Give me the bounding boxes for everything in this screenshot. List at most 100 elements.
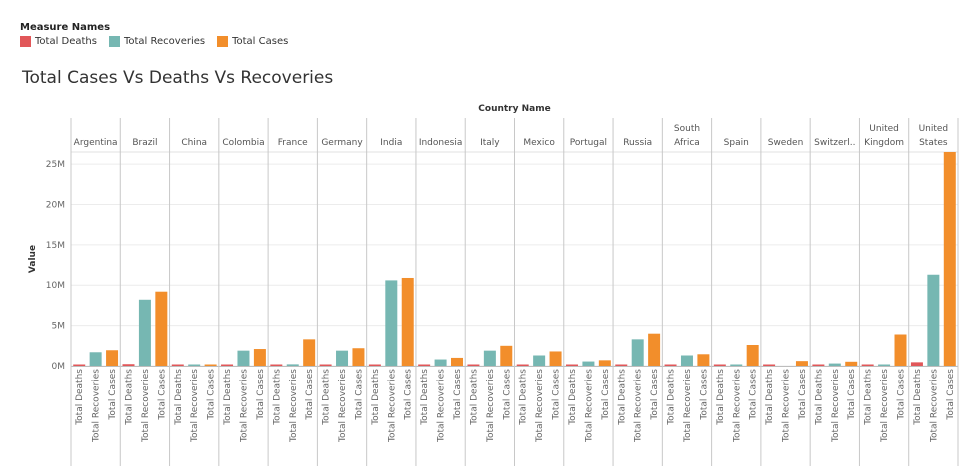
bar-total-recoveries — [188, 364, 201, 366]
bar-total-cases — [500, 345, 513, 366]
x-tick-label: Total Recoveries — [732, 369, 742, 443]
country-header-label: Brazil — [132, 138, 157, 148]
bar-total-deaths — [122, 364, 135, 366]
bar-total-deaths — [270, 364, 283, 366]
country-header-label: Mexico — [523, 138, 555, 148]
country-header-label: United — [919, 124, 949, 134]
x-tick-label: Total Cases — [552, 369, 562, 421]
x-tick-label: Total Recoveries — [880, 369, 890, 443]
legend: Measure Names Total Deaths Total Recover… — [20, 22, 288, 47]
bar-total-deaths — [221, 364, 234, 366]
country-header-label: Germany — [321, 138, 363, 148]
y-tick-label: 15M — [46, 241, 65, 251]
x-tick-label: Total Deaths — [420, 369, 430, 426]
legend-item-total-recoveries[interactable]: Total Recoveries — [108, 36, 206, 47]
x-tick-label: Total Cases — [157, 369, 167, 421]
legend-swatch — [20, 36, 31, 47]
bar-total-deaths — [319, 364, 332, 366]
bar-total-cases — [352, 348, 365, 366]
x-tick-label: Total Deaths — [272, 369, 282, 426]
bar-total-deaths — [861, 364, 874, 366]
y-tick-label: 0M — [52, 362, 66, 372]
bar-total-deaths — [910, 362, 923, 366]
chart-title: Total Cases Vs Deaths Vs Recoveries — [22, 68, 334, 88]
y-axis-label: Value — [28, 245, 38, 273]
x-tick-label: Total Deaths — [519, 369, 529, 426]
x-tick-label: Total Deaths — [667, 369, 677, 426]
legend-title: Measure Names — [20, 22, 111, 33]
legend-label: Total Recoveries — [123, 36, 206, 47]
column-header-title: Country Name — [478, 104, 550, 114]
y-tick-label: 25M — [46, 160, 65, 170]
bar-total-recoveries — [927, 274, 940, 366]
x-tick-label: Total Cases — [256, 369, 266, 421]
legend-label: Total Deaths — [35, 36, 97, 47]
bar-total-deaths — [713, 364, 726, 366]
bar-total-cases — [697, 354, 710, 366]
x-tick-label: Total Deaths — [617, 369, 627, 426]
legend-swatch — [217, 36, 229, 47]
country-header-label: States — [919, 138, 948, 148]
x-tick-label: Total Recoveries — [486, 369, 496, 443]
bar-total-cases — [746, 345, 759, 366]
bar-total-cases — [795, 361, 808, 366]
country-header-label: Sweden — [768, 138, 804, 148]
x-tick-label: Total Recoveries — [831, 369, 841, 443]
country-header-label: Colombia — [222, 138, 264, 148]
bar-total-cases — [549, 351, 562, 366]
legend-item-total-cases[interactable]: Total Cases — [217, 36, 288, 47]
y-tick-label: 5M — [52, 322, 66, 332]
x-tick-label: Total Deaths — [913, 369, 923, 426]
bar-total-deaths — [812, 364, 825, 366]
country-header-label: Argentina — [74, 138, 118, 148]
x-tick-label: Total Recoveries — [141, 369, 151, 443]
legend-label: Total Cases — [232, 36, 289, 47]
bar-total-recoveries — [286, 364, 299, 366]
bar-total-deaths — [516, 364, 529, 366]
x-tick-label: Total Recoveries — [535, 369, 545, 443]
bar-total-cases — [845, 361, 858, 366]
bar-total-cases — [155, 291, 168, 366]
bar-total-recoveries — [533, 355, 546, 366]
country-header-label: Switzerl.. — [814, 138, 855, 148]
bar-total-deaths — [664, 364, 677, 366]
x-tick-label: Total Cases — [897, 369, 907, 421]
bar-total-recoveries — [385, 280, 398, 366]
bar-total-deaths — [763, 364, 776, 366]
x-tick-label: Total Cases — [946, 369, 956, 421]
bar-total-deaths — [368, 364, 381, 366]
legend-swatch — [108, 36, 120, 47]
bar-total-deaths — [615, 364, 628, 366]
bar-total-deaths — [171, 364, 184, 366]
x-tick-label: Total Cases — [305, 369, 315, 421]
x-tick-label: Total Deaths — [75, 369, 85, 426]
x-tick-label: Total Recoveries — [782, 369, 792, 443]
x-tick-label: Total Cases — [404, 369, 414, 421]
legend-item-total-deaths[interactable]: Total Deaths — [20, 36, 97, 47]
x-tick-label: Total Recoveries — [338, 369, 348, 443]
bar-total-cases — [303, 339, 316, 366]
bar-total-recoveries — [138, 299, 151, 366]
x-tick-label: Total Recoveries — [683, 369, 693, 443]
x-tick-label: Total Deaths — [864, 369, 874, 426]
bar-total-recoveries — [878, 364, 891, 366]
bar-total-deaths — [565, 364, 578, 366]
x-tick-label: Total Cases — [354, 369, 364, 421]
country-header-label: Italy — [480, 138, 500, 148]
x-tick-label: Total Recoveries — [289, 369, 299, 443]
country-header-label: United — [869, 124, 899, 134]
x-tick-label: Total Cases — [798, 369, 808, 421]
bar-total-cases — [253, 349, 266, 366]
bar-total-cases — [943, 152, 956, 366]
x-tick-label: Total Cases — [601, 369, 611, 421]
x-tick-label: Total Cases — [699, 369, 709, 421]
bar-total-recoveries — [237, 350, 250, 366]
bar-total-deaths — [467, 364, 480, 366]
x-tick-label: Total Recoveries — [929, 369, 939, 443]
country-header-label: France — [278, 138, 308, 148]
x-tick-label: Total Deaths — [814, 369, 824, 426]
x-tick-label: Total Cases — [207, 369, 217, 421]
country-header-label: Portugal — [570, 138, 607, 148]
x-tick-label: Total Recoveries — [190, 369, 200, 443]
country-header-label: Africa — [674, 138, 700, 148]
